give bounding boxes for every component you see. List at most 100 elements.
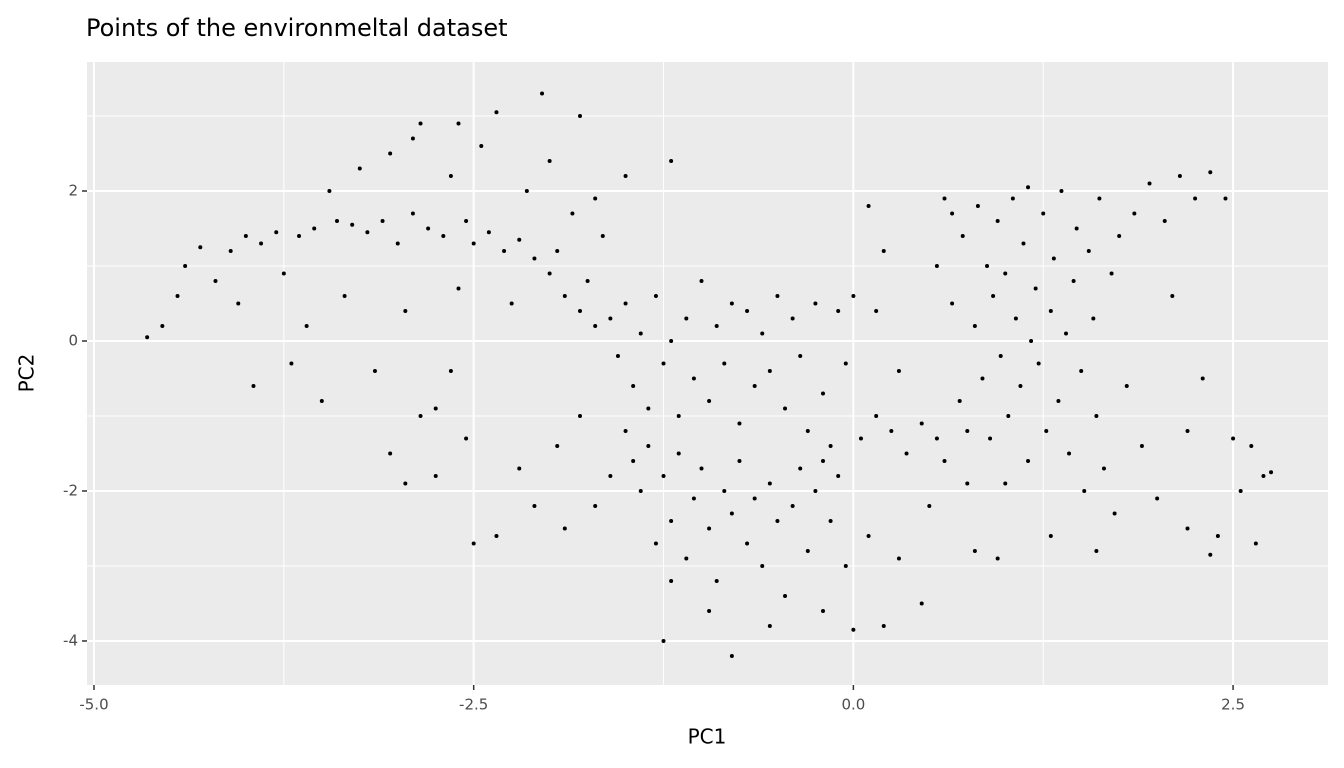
point — [1109, 271, 1114, 276]
point — [805, 548, 810, 553]
point — [1003, 271, 1008, 276]
point — [805, 428, 810, 433]
point — [775, 518, 780, 523]
point — [464, 436, 469, 441]
point — [995, 556, 1000, 561]
point — [562, 526, 567, 531]
point — [851, 293, 856, 298]
point — [1018, 383, 1023, 388]
point — [790, 503, 795, 508]
point — [1117, 233, 1122, 238]
point — [517, 466, 522, 471]
point — [577, 308, 582, 313]
point — [388, 451, 393, 456]
point — [1067, 451, 1072, 456]
point — [517, 237, 522, 242]
point — [555, 248, 560, 253]
point — [866, 203, 871, 208]
point — [1170, 293, 1175, 298]
point — [1071, 278, 1076, 283]
point — [1074, 226, 1079, 231]
point — [942, 196, 947, 201]
point — [691, 376, 696, 381]
point — [960, 233, 965, 238]
point — [676, 413, 681, 418]
point — [957, 398, 962, 403]
point — [813, 301, 818, 306]
point — [608, 316, 613, 321]
point — [919, 601, 924, 606]
point — [509, 301, 514, 306]
point — [532, 256, 537, 261]
point — [274, 230, 279, 235]
point — [661, 638, 666, 643]
point — [866, 533, 871, 538]
point — [669, 158, 674, 163]
point — [942, 458, 947, 463]
point — [669, 518, 674, 523]
point — [1041, 211, 1046, 216]
point — [783, 406, 788, 411]
point — [623, 173, 628, 178]
point — [448, 368, 453, 373]
point — [653, 541, 658, 546]
point — [1048, 308, 1053, 313]
point — [395, 241, 400, 246]
point — [828, 518, 833, 523]
point — [699, 466, 704, 471]
point — [198, 245, 203, 250]
point — [775, 293, 780, 298]
point — [1132, 211, 1137, 216]
point — [236, 301, 241, 306]
point — [593, 196, 598, 201]
point — [927, 503, 932, 508]
point — [790, 316, 795, 321]
point — [1026, 185, 1031, 190]
point — [874, 308, 879, 313]
point — [843, 563, 848, 568]
y-tick-label: -4 — [63, 631, 78, 649]
point — [995, 218, 1000, 223]
point — [1185, 526, 1190, 531]
point — [729, 653, 734, 658]
point — [737, 421, 742, 426]
point — [1044, 428, 1049, 433]
x-tick-label: -2.5 — [459, 696, 488, 714]
point — [410, 211, 415, 216]
point — [1094, 548, 1099, 553]
point — [145, 335, 150, 340]
point — [745, 541, 750, 546]
point — [213, 278, 218, 283]
point — [904, 451, 909, 456]
point — [547, 271, 552, 276]
point — [874, 413, 879, 418]
point — [934, 263, 939, 268]
point — [646, 443, 651, 448]
point — [1200, 376, 1205, 381]
point — [1208, 552, 1213, 557]
point — [623, 301, 628, 306]
point — [1162, 218, 1167, 223]
point — [729, 511, 734, 516]
point — [985, 263, 990, 268]
point — [965, 428, 970, 433]
point — [896, 556, 901, 561]
point — [661, 473, 666, 478]
point — [1013, 316, 1018, 321]
point — [813, 488, 818, 493]
point — [1193, 196, 1198, 201]
point — [486, 230, 491, 235]
point — [175, 293, 180, 298]
point — [1231, 436, 1236, 441]
point — [456, 286, 461, 291]
point — [1101, 466, 1106, 471]
point — [798, 353, 803, 358]
point — [540, 91, 545, 96]
point — [1036, 361, 1041, 366]
point — [464, 218, 469, 223]
point — [1249, 443, 1254, 448]
point — [532, 503, 537, 508]
point — [494, 533, 499, 538]
point — [1238, 488, 1243, 493]
